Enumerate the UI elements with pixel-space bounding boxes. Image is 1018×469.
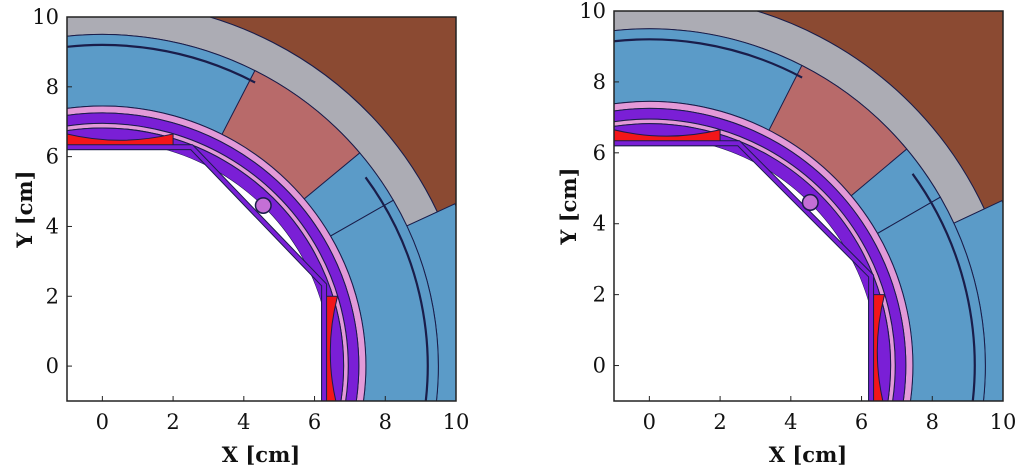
y-tick-label-left-2: 4 [46,214,59,238]
x-tick-label-left-1: 2 [166,410,179,434]
y-tick-label-right-0: 0 [593,354,606,378]
axes-frame-left [66,16,457,402]
y-tick-label-left-4: 8 [46,75,59,99]
x-tick-label-left-4: 8 [379,410,392,434]
coil-turn-line-upper-left [67,43,256,84]
x-tick-label-left-5: 10 [443,410,470,434]
plot-area-right [614,11,1003,401]
panel-left: 0 0 2 2 4 4 6 6 8 8 10 10 X [cm] Y [cm] [12,5,469,467]
x-tick-label-right-5: 10 [990,410,1017,434]
y-tick-label-right-2: 4 [593,212,606,236]
x-tick-label-right-4: 8 [926,410,939,434]
y-tick-label-right-1: 2 [593,283,606,307]
ticks-left: 0 0 2 2 4 4 6 6 8 8 10 10 [32,5,469,434]
panel-right: 0 0 2 2 4 4 6 6 8 8 10 10 X [cm] Y [cm] [556,0,1016,467]
aperture-space-right [614,136,878,401]
pumping-pipe-right [801,193,819,211]
y-tick-label-right-3: 6 [593,141,606,165]
y-axis-title-left: Y [cm] [12,170,37,248]
coil-turn-line-lower-left [364,176,429,401]
y-tick-label-left-1: 2 [46,284,59,308]
x-tick-label-right-3: 6 [855,410,868,434]
coil-turn-line-lower-right [911,173,976,401]
x-axis-title-right: X [cm] [769,442,847,467]
plot-area-left [67,17,456,401]
x-tick-label-left-3: 6 [308,410,321,434]
x-tick-label-left-0: 0 [96,410,109,434]
y-tick-label-left-0: 0 [46,354,59,378]
beam-screen-chamfer-right [614,140,875,401]
x-tick-label-right-0: 0 [643,410,656,434]
pumping-pipe-left [254,197,272,214]
axes-frame-right [613,10,1004,402]
y-tick-label-right-4: 8 [593,70,606,94]
x-tick-label-right-1: 2 [713,410,726,434]
aperture-space-left [67,140,331,401]
beam-screen-chamfer-left [67,144,328,401]
y-tick-label-left-3: 6 [46,145,59,169]
x-axis-title-left: X [cm] [222,442,300,467]
y-axis-title-right: Y [cm] [556,167,581,245]
y-tick-label-left-5: 10 [32,5,59,29]
y-tick-label-right-5: 10 [579,0,606,23]
x-tick-label-left-2: 4 [237,410,250,434]
ticks-right: 0 0 2 2 4 4 6 6 8 8 10 10 [579,0,1016,434]
x-tick-label-right-2: 4 [784,410,797,434]
coil-turn-line-upper-right [614,38,803,79]
